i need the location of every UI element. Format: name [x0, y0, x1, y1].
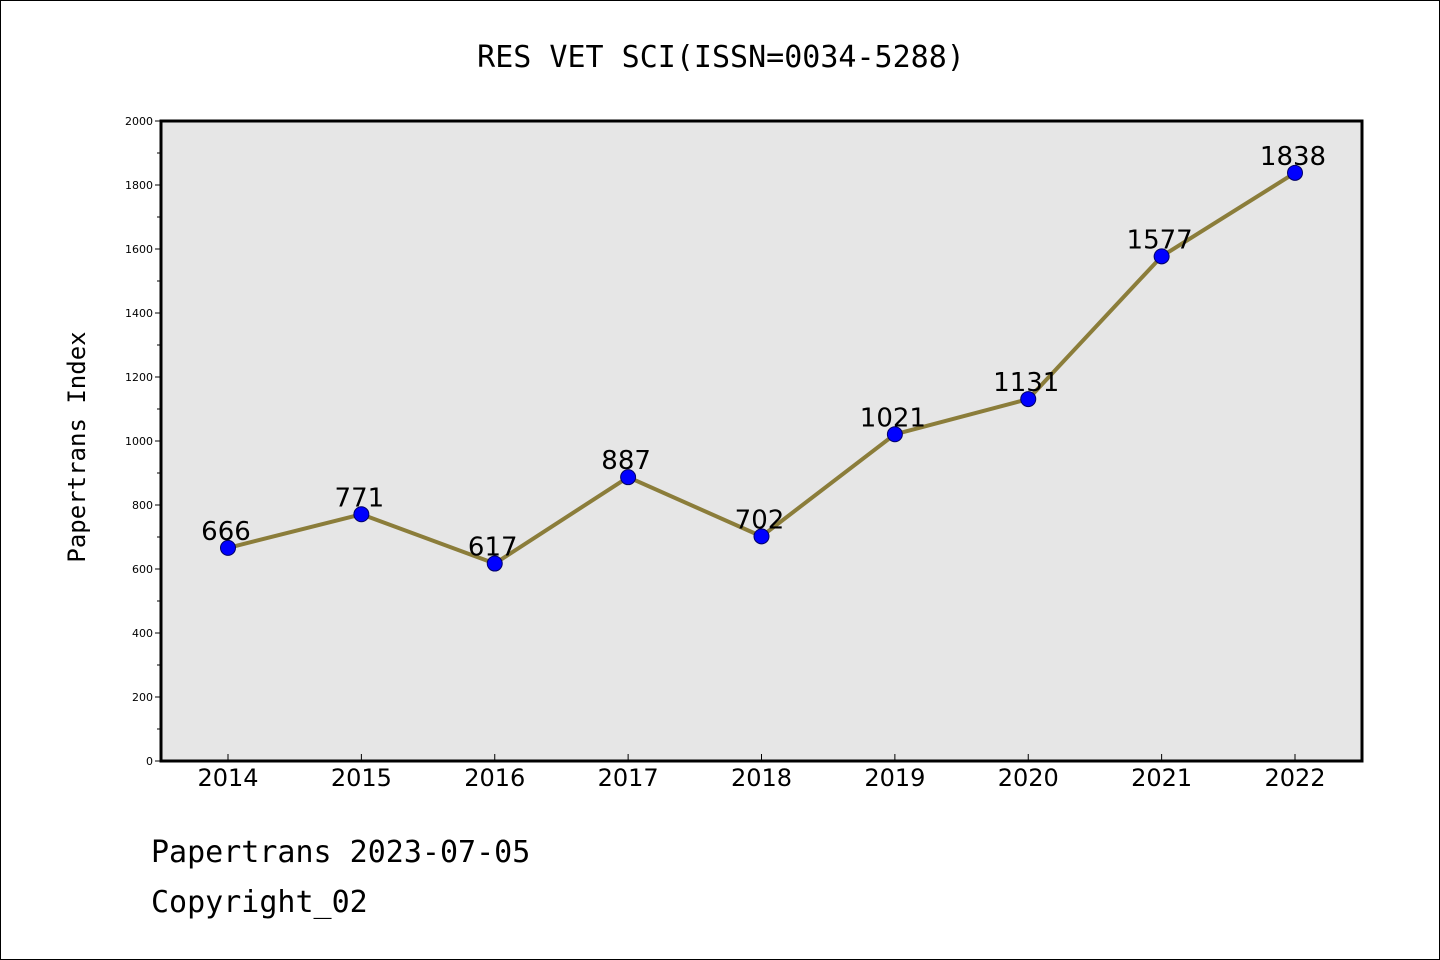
y-tick-label: 1800: [125, 179, 153, 192]
x-tick-label: 2021: [1131, 764, 1192, 792]
plot-area: [161, 121, 1362, 761]
x-tick-label: 2020: [998, 764, 1059, 792]
data-point-marker: [620, 469, 637, 486]
y-tick-label: 0: [146, 755, 153, 768]
y-axis-label: Papertrans Index: [63, 331, 91, 562]
y-tick-label: 400: [132, 627, 153, 640]
x-tick-label: 2019: [864, 764, 925, 792]
data-point-label: 1577: [1127, 225, 1193, 255]
data-point-marker: [886, 426, 903, 443]
y-tick-label: 200: [132, 691, 153, 704]
y-tick-label: 1000: [125, 435, 153, 448]
data-point-label: 702: [735, 505, 785, 535]
data-point-marker: [1153, 248, 1170, 265]
y-tick-label: 2000: [125, 115, 153, 128]
data-point-marker: [353, 506, 370, 523]
data-point-label: 1131: [993, 368, 1059, 398]
y-tick-label: 800: [132, 499, 153, 512]
data-point-label: 617: [468, 533, 518, 563]
data-point-label: 887: [601, 446, 651, 476]
x-tick-label: 2018: [731, 764, 792, 792]
x-tick-label: 2014: [197, 764, 258, 792]
x-tick-label: 2015: [331, 764, 392, 792]
data-point-marker: [1020, 391, 1037, 408]
y-tick-label: 1400: [125, 307, 153, 320]
x-tick-label: 2016: [464, 764, 525, 792]
data-point-label: 1838: [1260, 142, 1326, 172]
footer-source: Papertrans 2023-07-05: [151, 835, 531, 870]
data-point-label: 1021: [860, 403, 926, 433]
data-markers: [220, 164, 1303, 572]
y-tick-label: 1200: [125, 371, 153, 384]
data-point-marker: [1287, 164, 1303, 181]
y-tick-label: 1600: [125, 243, 153, 256]
x-axis-ticks: 2014 2015 2016 2017 2018 2019 2020 2021 2022: [197, 754, 1326, 792]
y-axis-ticks: 0 200 400 600 800 1000 1200 1400 1600 1800 2000: [125, 115, 161, 768]
chart-title: RES VET SCI(ISSN=0034-5288): [477, 40, 965, 75]
data-point-marker: [753, 528, 770, 545]
y-tick-label: 600: [132, 563, 153, 576]
data-labels: 666 771 617 887 702 1021 1131 1577 1838: [201, 142, 1326, 563]
data-point-marker: [486, 555, 503, 572]
x-tick-label: 2017: [598, 764, 659, 792]
x-tick-label: 2022: [1264, 764, 1325, 792]
data-point-marker: [220, 539, 236, 556]
footer-copyright: Copyright_02: [151, 885, 368, 920]
plot-frame: [159, 119, 1364, 763]
data-point-label: 666: [201, 517, 251, 547]
data-point-label: 771: [335, 483, 385, 513]
